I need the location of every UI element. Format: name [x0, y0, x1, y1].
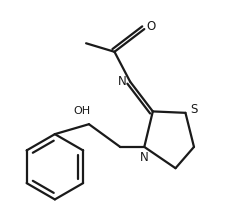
Text: OH: OH — [73, 106, 90, 116]
Text: N: N — [118, 75, 126, 88]
Text: S: S — [190, 103, 198, 116]
Text: O: O — [146, 20, 155, 33]
Text: N: N — [140, 151, 149, 164]
